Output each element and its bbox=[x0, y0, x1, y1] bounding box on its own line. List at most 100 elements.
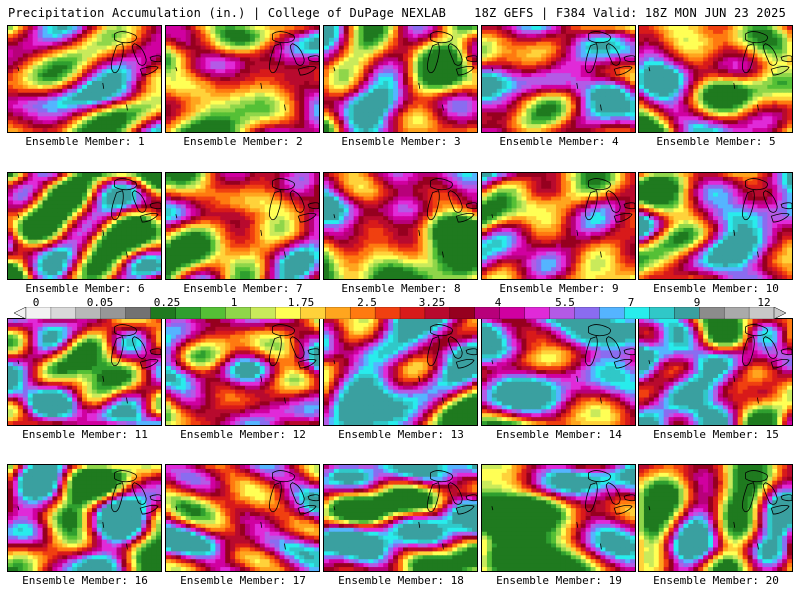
lake-outline bbox=[770, 213, 790, 223]
coastline-mark bbox=[576, 229, 579, 236]
ensemble-map-panel bbox=[323, 172, 478, 280]
colorbar-tick-label: 1.75 bbox=[287, 296, 315, 309]
precip-field bbox=[166, 465, 319, 571]
lake-outline bbox=[623, 348, 635, 356]
colorbar-segment bbox=[499, 307, 526, 319]
colorbar-tick-label: 0.05 bbox=[86, 296, 114, 309]
lake-outline bbox=[762, 336, 778, 359]
lake-outline bbox=[585, 43, 598, 74]
lake-outline bbox=[780, 202, 792, 210]
colorbar-segment bbox=[125, 307, 152, 319]
coastline-mark bbox=[17, 214, 20, 219]
colorbar-segment bbox=[325, 307, 351, 319]
lake-outline bbox=[605, 43, 621, 66]
lake-outline bbox=[588, 470, 611, 483]
lake-outline bbox=[742, 336, 755, 367]
lake-outline bbox=[585, 482, 598, 513]
ensemble-member-label: Ensemble Member: 19 bbox=[496, 574, 622, 587]
lake-outline bbox=[272, 178, 295, 191]
ensemble-map-panel bbox=[481, 318, 636, 426]
ensemble-member-label: Ensemble Member: 15 bbox=[653, 428, 779, 441]
lake-outline bbox=[780, 55, 792, 63]
precip-field bbox=[324, 465, 477, 571]
coastline-mark bbox=[600, 397, 602, 404]
colorbar-segment bbox=[574, 307, 600, 319]
coastline-mark bbox=[442, 104, 444, 111]
ensemble-map-panel bbox=[481, 464, 636, 572]
precip-field bbox=[166, 26, 319, 132]
lake-outline bbox=[297, 213, 317, 223]
lake-outline bbox=[430, 31, 453, 44]
lake-outline bbox=[307, 55, 319, 63]
lake-outline bbox=[745, 324, 768, 337]
colorbar-segment bbox=[374, 307, 401, 319]
lake-outline bbox=[745, 31, 768, 44]
coastline-mark bbox=[648, 67, 651, 72]
lake-outline bbox=[111, 190, 124, 221]
precip-field bbox=[482, 173, 635, 279]
coastline-mark bbox=[600, 251, 602, 258]
lake-outline bbox=[111, 482, 124, 513]
colorbar-min-arrow bbox=[14, 307, 27, 319]
colorbar bbox=[14, 307, 786, 319]
lake-outline bbox=[139, 505, 159, 515]
lake-outline bbox=[149, 55, 161, 63]
lake-outline bbox=[623, 55, 635, 63]
coastline-mark bbox=[757, 104, 759, 111]
colorbar-tick-label: 4 bbox=[494, 296, 502, 309]
lake-outline bbox=[114, 324, 137, 337]
colorbar-segment bbox=[225, 307, 251, 319]
lake-outline bbox=[623, 202, 635, 210]
lake-outline bbox=[762, 43, 778, 66]
coastline-mark bbox=[175, 506, 178, 511]
lake-outline bbox=[762, 190, 778, 213]
lake-outline bbox=[427, 336, 440, 367]
lake-outline bbox=[465, 202, 477, 210]
precip-field bbox=[639, 173, 792, 279]
colorbar-tick-label: 5.5 bbox=[555, 296, 575, 309]
lake-outline bbox=[269, 336, 282, 367]
lake-outline bbox=[149, 348, 161, 356]
lake-outline bbox=[745, 178, 768, 191]
lake-outline bbox=[307, 494, 319, 502]
coastline-mark bbox=[126, 543, 128, 550]
colorbar-tick-label: 3.25 bbox=[418, 296, 446, 309]
lake-outline bbox=[745, 470, 768, 483]
ensemble-map-panel bbox=[638, 172, 793, 280]
map-title: Precipitation Accumulation (in.) | Colle… bbox=[8, 6, 447, 20]
precip-field bbox=[8, 319, 161, 425]
lake-outline bbox=[780, 348, 792, 356]
lake-outline bbox=[131, 482, 147, 505]
ensemble-member-label: Ensemble Member: 20 bbox=[653, 574, 779, 587]
lake-outline bbox=[307, 202, 319, 210]
lake-outline bbox=[131, 43, 147, 66]
coastline-mark bbox=[126, 397, 128, 404]
ensemble-member-label: Ensemble Member: 11 bbox=[22, 428, 148, 441]
coastline-mark bbox=[284, 251, 286, 258]
colorbar-tick-label: 7 bbox=[627, 296, 635, 309]
colorbar-tick-label: 2.5 bbox=[357, 296, 377, 309]
coastline-mark bbox=[491, 506, 494, 511]
lake-outline bbox=[585, 336, 598, 367]
lake-outline bbox=[770, 505, 790, 515]
coastline-mark bbox=[102, 82, 105, 89]
ensemble-member-label: Ensemble Member: 17 bbox=[180, 574, 306, 587]
lake-outline bbox=[289, 190, 305, 213]
coastline-mark bbox=[333, 214, 336, 219]
colorbar-tick-label: 12 bbox=[757, 296, 771, 309]
coastline-mark bbox=[648, 360, 651, 365]
coastline-mark bbox=[600, 104, 602, 111]
coastline-mark bbox=[175, 214, 178, 219]
ensemble-map-panel bbox=[638, 318, 793, 426]
coastline-mark bbox=[126, 104, 128, 111]
coastline-mark bbox=[333, 360, 336, 365]
colorbar-max-arrow bbox=[773, 307, 786, 319]
coastline-mark bbox=[442, 397, 444, 404]
ensemble-member-label: Ensemble Member: 13 bbox=[338, 428, 464, 441]
ensemble-map-panel bbox=[323, 318, 478, 426]
lake-outline bbox=[427, 43, 440, 74]
lake-outline bbox=[588, 324, 611, 337]
coastline-mark bbox=[418, 82, 421, 89]
lake-outline bbox=[272, 31, 295, 44]
ensemble-member-label: Ensemble Member: 14 bbox=[496, 428, 622, 441]
